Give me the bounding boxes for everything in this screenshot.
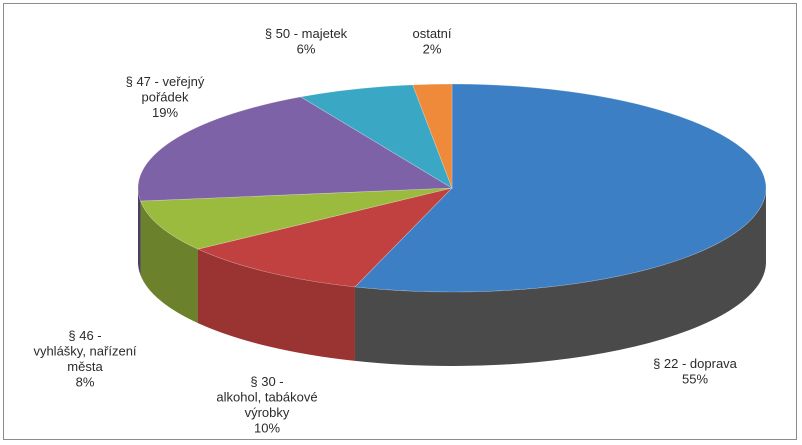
slice-label-line: 55%	[682, 372, 708, 387]
slice-side-3	[138, 188, 141, 276]
slice-3	[137, 96, 454, 202]
slice-label-1: § 30 -alkohol, tabákové výrobky 10%	[216, 374, 317, 436]
slice-label-line: města	[67, 359, 103, 374]
slice-label-line: § 30 -	[250, 374, 283, 389]
slice-0	[354, 83, 767, 293]
slice-5	[412, 83, 453, 189]
slice-label-3: § 47 - veřejný pořádek 19%	[126, 74, 205, 120]
slice-label-line: 10%	[254, 421, 280, 436]
slice-label-2: § 46 -vyhlášky, nařízení města 8%	[33, 328, 136, 390]
slice-label-line: 8%	[76, 375, 95, 390]
slice-label-line: vyhlášky, nařízení	[33, 344, 136, 359]
slice-label-5: ostatní 2%	[412, 26, 451, 57]
slice-label-line: 6%	[297, 42, 316, 57]
slice-label-line: výrobky	[245, 405, 290, 420]
pie-tops	[137, 83, 767, 293]
slice-label-0: § 22 - doprava 55%	[653, 356, 738, 387]
slice-label-line: § 46 -	[68, 328, 101, 343]
slice-label-line: ostatní	[412, 26, 451, 41]
slice-label-4: § 50 - majetek 6%	[265, 26, 348, 57]
pie-labels: § 22 - doprava 55% § 30 -alkohol, tabákové…	[33, 26, 737, 436]
slice-label-line: pořádek	[142, 90, 189, 105]
slice-side-2	[140, 201, 198, 324]
slice-label-line: § 47 - veřejný	[126, 74, 205, 89]
slice-label-line: alkohol, tabákové	[216, 390, 317, 405]
slice-label-line: § 22 - doprava	[653, 356, 738, 371]
slice-side-0	[354, 189, 766, 366]
slice-4	[299, 84, 453, 189]
slice-label-line: 2%	[423, 42, 442, 57]
pie-sides	[138, 188, 766, 366]
slice-label-line: § 50 - majetek	[265, 26, 348, 41]
slice-2	[140, 187, 453, 250]
slice-side-1	[197, 249, 355, 361]
slice-label-line: 19%	[152, 105, 178, 120]
slice-1	[197, 187, 453, 288]
